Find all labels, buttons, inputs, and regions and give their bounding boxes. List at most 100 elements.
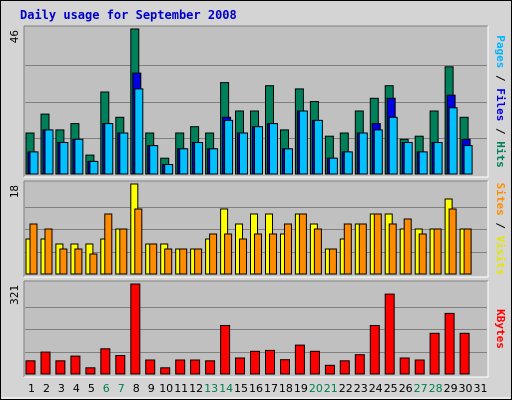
bar-pages bbox=[254, 126, 263, 175]
bar-sites bbox=[328, 248, 337, 275]
day-label: 26 bbox=[399, 382, 413, 395]
bar-sites bbox=[149, 243, 158, 275]
bar-kbytes bbox=[309, 350, 320, 375]
bar-kbytes bbox=[429, 332, 440, 375]
bar-kbytes bbox=[115, 355, 126, 375]
bar-sites bbox=[74, 248, 83, 275]
day-label: 31 bbox=[474, 382, 488, 395]
day-label: 16 bbox=[249, 382, 263, 395]
panel-visits: 18 Sites / Visits bbox=[8, 180, 507, 278]
bar-sites bbox=[448, 208, 457, 275]
side-label-part: Pages bbox=[494, 35, 507, 68]
side-label-part: / bbox=[494, 68, 507, 88]
day-label: 24 bbox=[369, 382, 383, 395]
bar-sites bbox=[179, 248, 188, 275]
day-label: 12 bbox=[189, 382, 203, 395]
bar-kbytes bbox=[205, 360, 216, 375]
bar-pages bbox=[463, 145, 473, 175]
bar-pages bbox=[433, 142, 443, 175]
bar-kbytes bbox=[294, 344, 305, 375]
ymax-label: 18 bbox=[8, 185, 21, 198]
bar-kbytes bbox=[40, 351, 51, 375]
bar-sites bbox=[134, 208, 143, 275]
day-label: 14 bbox=[219, 382, 233, 395]
bar-kbytes bbox=[384, 293, 395, 375]
bar-kbytes bbox=[190, 359, 201, 375]
panel-side-label: Sites / Visits bbox=[494, 183, 507, 276]
bar-kbytes bbox=[85, 367, 96, 375]
day-label: 28 bbox=[429, 382, 443, 395]
bar-pages bbox=[44, 129, 54, 175]
day-label: 10 bbox=[159, 382, 173, 395]
bar-sites bbox=[239, 238, 247, 275]
bar-pages bbox=[179, 148, 189, 175]
bar-sites bbox=[433, 228, 442, 275]
bar-kbytes bbox=[145, 359, 156, 375]
day-label: 29 bbox=[444, 382, 458, 395]
side-label-text: Pages / Files / Hits bbox=[494, 35, 507, 168]
day-label: 18 bbox=[279, 382, 293, 395]
bar-kbytes bbox=[70, 355, 81, 375]
panel-side-label: Pages / Files / Hits bbox=[494, 35, 507, 168]
bar-sites bbox=[403, 218, 412, 275]
bar-kbytes bbox=[265, 349, 275, 375]
bar-sites bbox=[358, 223, 367, 275]
day-label: 2 bbox=[43, 382, 50, 395]
day-label: 30 bbox=[459, 382, 473, 395]
day-label: 15 bbox=[234, 382, 248, 395]
side-label-part: Files bbox=[494, 88, 507, 121]
bar-kbytes bbox=[354, 354, 365, 375]
day-axis: 1 2 3 4 5 6 7 8 9 10 11 12 13 14 15 16 17 18 19 20 21 22 23 24 2… bbox=[28, 382, 488, 395]
ymax-label: 46 bbox=[8, 30, 21, 43]
bar-pages bbox=[29, 151, 39, 175]
bar-sites bbox=[44, 228, 53, 275]
chart-title: Daily usage for September 2008 bbox=[20, 8, 237, 22]
side-label-part: Visits bbox=[494, 236, 507, 276]
chart-panels: 46 Pages / Files / Hits 18 Sites / Visits 32… bbox=[8, 25, 507, 378]
day-label: 8 bbox=[133, 382, 140, 395]
bar-sites bbox=[269, 233, 277, 275]
bar-kbytes bbox=[280, 359, 290, 375]
bar-pages bbox=[209, 148, 219, 175]
bar-sites bbox=[164, 248, 173, 275]
bar-sites bbox=[388, 223, 397, 275]
bar-sites bbox=[418, 233, 427, 275]
side-label-text: KBytes bbox=[494, 309, 507, 349]
bar-kbytes bbox=[220, 325, 231, 375]
side-label-text: Sites / Visits bbox=[494, 183, 507, 276]
bar-kbytes bbox=[55, 360, 66, 375]
bar-pages bbox=[403, 142, 413, 175]
bar-kbytes bbox=[444, 312, 455, 375]
bar-pages bbox=[194, 142, 204, 175]
bar-kbytes bbox=[369, 325, 380, 375]
bar-sites bbox=[29, 223, 38, 275]
bar-sites bbox=[194, 248, 203, 275]
bar-sites bbox=[284, 223, 292, 275]
panel-kbytes: 321 KBytes bbox=[8, 280, 507, 378]
bar-pages bbox=[119, 132, 129, 175]
bar-kbytes bbox=[339, 360, 350, 375]
day-label: 9 bbox=[148, 382, 155, 395]
bar-pages bbox=[328, 157, 338, 175]
day-label: 22 bbox=[339, 382, 353, 395]
day-label: 11 bbox=[174, 382, 188, 395]
bar-pages bbox=[89, 160, 99, 175]
bar-kbytes bbox=[100, 348, 111, 375]
day-label: 20 bbox=[309, 382, 323, 395]
day-label: 19 bbox=[294, 382, 308, 395]
bar-pages bbox=[284, 148, 293, 175]
bar-sites bbox=[209, 233, 218, 275]
bar-sites bbox=[373, 213, 382, 275]
bar-sites bbox=[104, 213, 113, 275]
bar-pages bbox=[134, 88, 144, 175]
bar-sites bbox=[254, 233, 262, 275]
day-label: 21 bbox=[324, 382, 338, 395]
bar-pages bbox=[388, 116, 398, 175]
bar-kbytes bbox=[130, 283, 141, 375]
bar-kbytes bbox=[235, 357, 245, 375]
day-label: 7 bbox=[118, 382, 125, 395]
bar-pages bbox=[224, 119, 234, 175]
side-label-part: / bbox=[494, 121, 507, 141]
bar-sites bbox=[224, 233, 233, 275]
